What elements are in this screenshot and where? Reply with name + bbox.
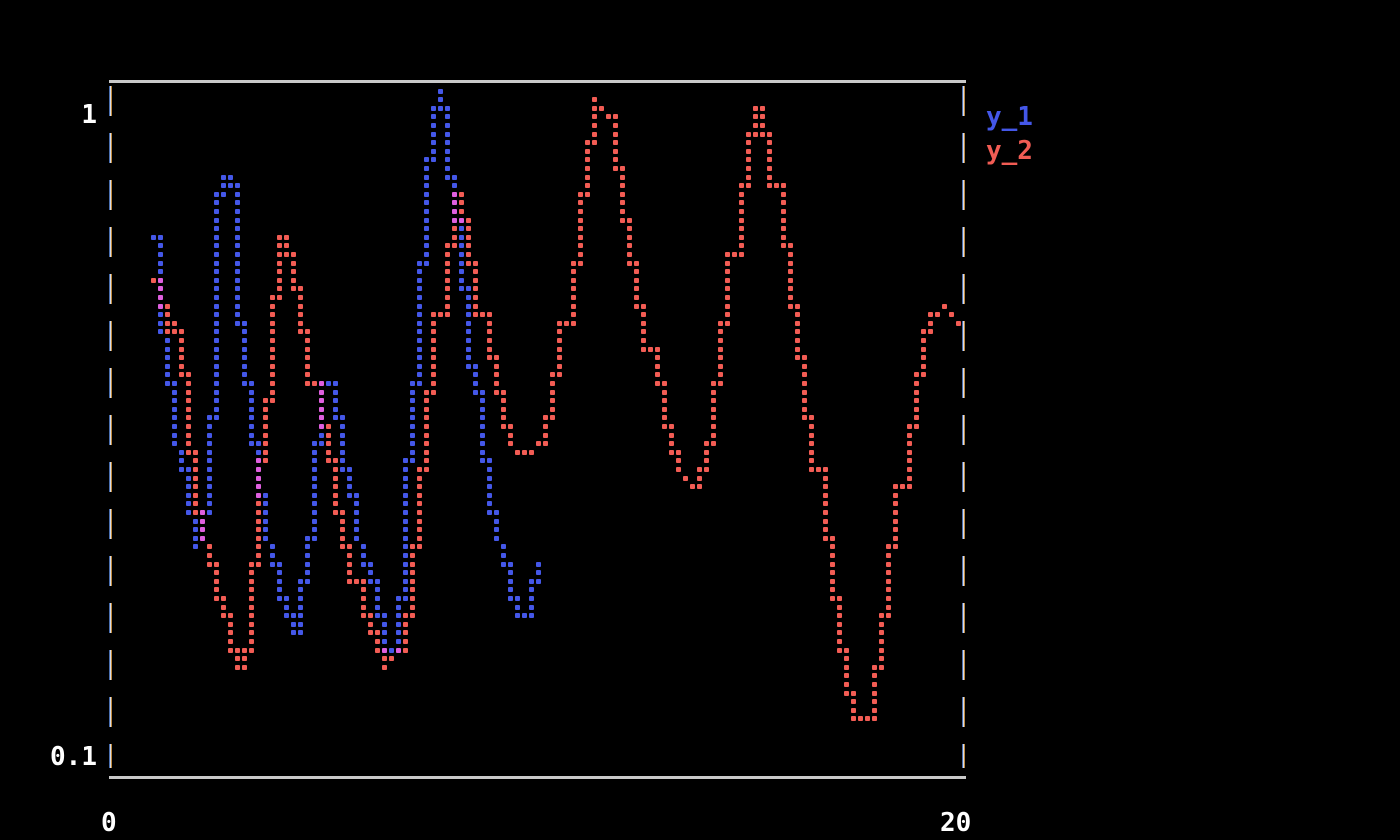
y-axis-tick-top: 1 <box>81 100 97 130</box>
x-axis-tick-right: 20 <box>940 808 972 838</box>
x-axis-tick-left: 0 <box>101 808 117 838</box>
legend: y_1 y_2 <box>986 100 1033 168</box>
y-axis-left <box>109 80 112 778</box>
legend-entry-y1[interactable]: y_1 <box>986 102 1033 132</box>
plot-border-top <box>109 80 966 83</box>
plot-frame <box>109 80 966 779</box>
y-axis-tick-bottom: 0.1 <box>50 742 97 772</box>
plot-border-bottom <box>109 776 966 779</box>
y-axis-right <box>962 80 965 778</box>
legend-entry-y2[interactable]: y_2 <box>986 136 1033 166</box>
